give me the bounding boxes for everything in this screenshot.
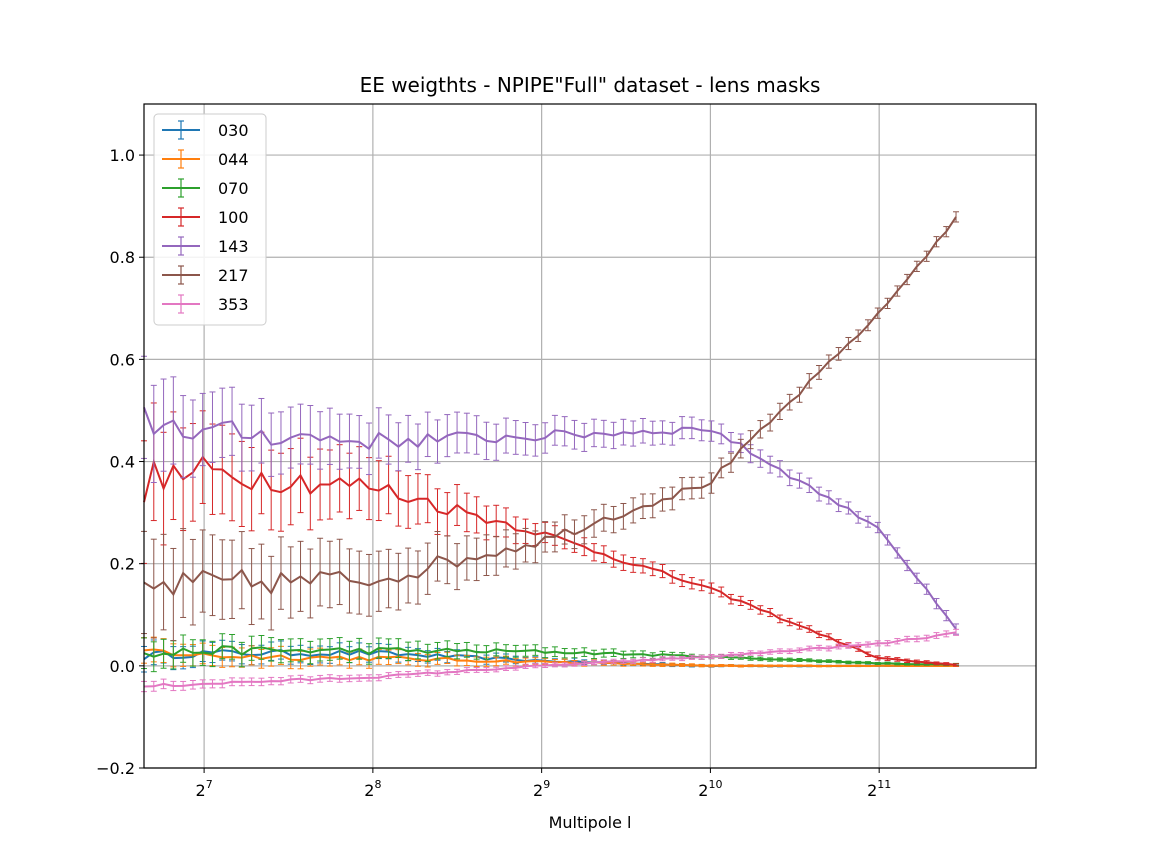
x-tick-label: 210 — [698, 778, 722, 800]
y-tick-label: 0.2 — [110, 555, 135, 574]
x-tick-label: 28 — [364, 778, 381, 800]
x-tick-base: 2 — [698, 781, 708, 800]
x-tick-exponent: 9 — [543, 778, 550, 791]
x-tick-label: 29 — [533, 778, 550, 800]
y-tick-label: −0.2 — [96, 759, 135, 778]
series-143 — [141, 355, 960, 635]
plot-frame — [143, 103, 1037, 769]
x-tick-exponent: 8 — [374, 778, 381, 791]
legend-label: 030 — [218, 121, 249, 140]
x-tick-base: 2 — [533, 781, 543, 800]
x-tick-base: 2 — [364, 781, 374, 800]
legend-label: 143 — [218, 237, 249, 256]
series-line — [143, 645, 957, 666]
legend-label: 217 — [218, 266, 249, 285]
legend-label: 044 — [218, 150, 249, 169]
chart-title: EE weigthts - NPIPE"Full" dataset - lens… — [360, 73, 821, 97]
y-tick-label: 1.0 — [110, 146, 135, 165]
series-line — [143, 407, 957, 630]
legend-label: 100 — [218, 208, 249, 227]
series-line — [143, 648, 957, 668]
legend-label: 070 — [218, 179, 249, 198]
series-layer — [141, 211, 960, 693]
legend-box — [153, 113, 267, 326]
x-tick-label: 27 — [196, 778, 213, 800]
y-tick-label: 0.4 — [110, 453, 135, 472]
series-217 — [141, 211, 960, 642]
series-line — [143, 216, 957, 597]
series-line — [143, 455, 957, 666]
series-353 — [141, 628, 960, 693]
x-tick-base: 2 — [196, 781, 206, 800]
x-tick-base: 2 — [867, 781, 877, 800]
legend-label: 353 — [218, 295, 249, 314]
plot-area — [144, 104, 1036, 768]
legend: 030 044 070 100 143 217 353 — [153, 113, 267, 326]
x-tick-exponent: 7 — [206, 778, 213, 791]
x-tick-exponent: 10 — [708, 778, 722, 791]
y-tick-label: 0.6 — [110, 350, 135, 369]
y-tick-label: 0.8 — [110, 248, 135, 267]
axes: −0.20.00.20.40.60.81.027 28 29 210 211 — [96, 146, 891, 800]
x-tick-exponent: 11 — [877, 778, 891, 791]
y-tick-label: 0.0 — [110, 657, 135, 676]
x-tick-label: 211 — [867, 778, 891, 800]
series-line — [143, 631, 957, 688]
x-axis-label: Multipole l — [549, 813, 632, 832]
